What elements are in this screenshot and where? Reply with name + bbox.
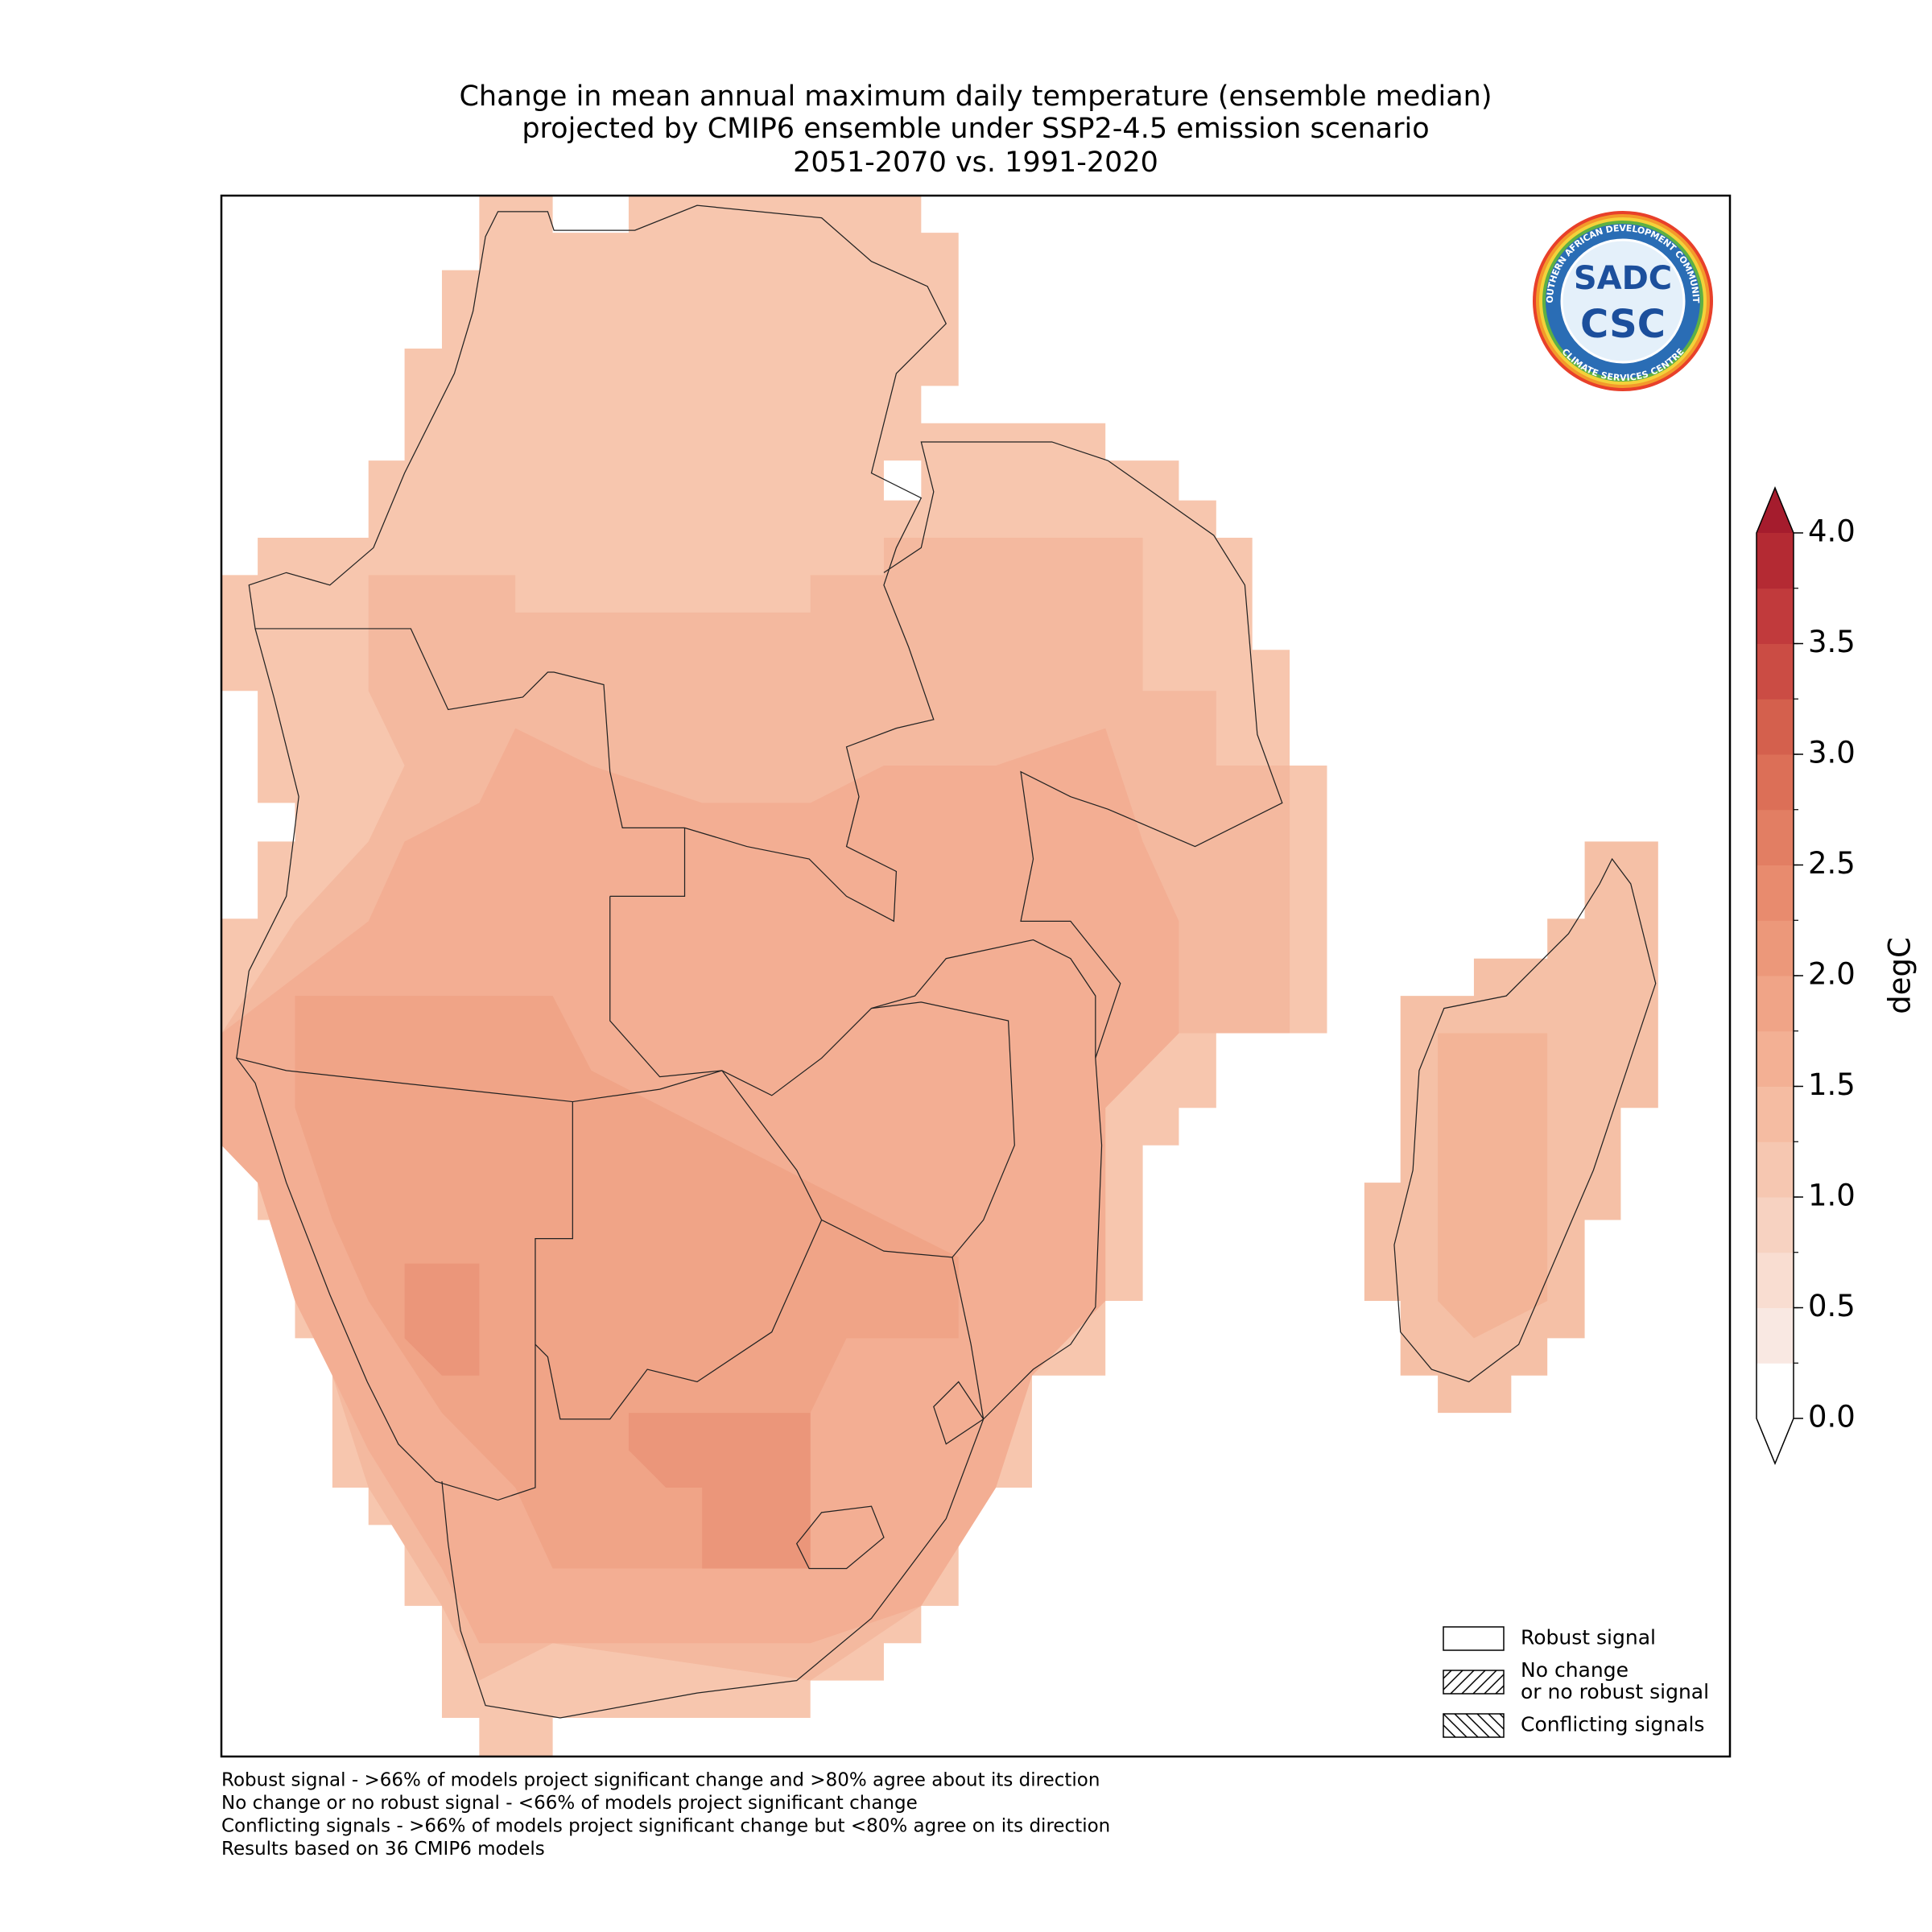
colorbar-tick-label: 0.5 — [1808, 1289, 1856, 1323]
colorbar-band — [1757, 1030, 1794, 1087]
logo-center — [1560, 238, 1686, 364]
borders — [236, 204, 1657, 1719]
colorbar-band — [1757, 976, 1794, 1032]
colorbar-extend — [1757, 1418, 1794, 1463]
footnote: Results based on 36 CMIP6 models — [221, 1839, 545, 1860]
colorbar-tick-label: 3.0 — [1808, 736, 1856, 770]
colorbar-tick-label: 0.0 — [1808, 1400, 1856, 1435]
colorbar-band — [1757, 588, 1794, 644]
colorbar-band — [1757, 1307, 1794, 1364]
colorbar-band — [1757, 1363, 1794, 1419]
legend-swatch — [1443, 1713, 1505, 1738]
colorbar-band — [1757, 920, 1794, 976]
colorbar-band — [1757, 699, 1794, 755]
colorbar-tick-label: 1.0 — [1808, 1179, 1856, 1213]
footnote: Robust signal - >66% of models project s… — [221, 1770, 1100, 1791]
chart-title: 2051-2070 vs. 1991-2020 — [793, 147, 1158, 179]
colorbar-band — [1757, 533, 1794, 589]
colorbar-tick-label: 2.5 — [1808, 846, 1856, 881]
colorbar: 0.0 0.5 1.0 1.5 2.0 2.5 3.0 3.5 4.0 degC — [1756, 486, 1918, 1465]
logo-text: CSC — [1580, 302, 1666, 347]
colorbar-band — [1757, 1086, 1794, 1142]
land-region — [404, 1263, 811, 1569]
land-region — [1438, 1033, 1548, 1339]
colorbar-band — [1757, 1197, 1794, 1253]
legend-label: or no robust signal — [1521, 1680, 1709, 1703]
legend-label: Robust signal — [1521, 1626, 1656, 1649]
logo-text: SADC — [1574, 260, 1672, 297]
chart-title: projected by CMIP6 ensemble under SSP2-4… — [522, 113, 1429, 145]
colorbar-tick-label: 2.0 — [1808, 957, 1856, 992]
footnote: Conflicting signals - >66% of models pro… — [221, 1816, 1110, 1837]
plot-frame — [220, 194, 1732, 1758]
colorbar-band — [1757, 643, 1794, 700]
legend-swatch — [1443, 1626, 1505, 1651]
colorbar-tick-label: 3.5 — [1808, 625, 1856, 659]
colorbar-label: degC — [1883, 937, 1918, 1014]
colorbar-band — [1757, 809, 1794, 865]
colorbar-tick-label: 4.0 — [1808, 514, 1856, 549]
map — [221, 195, 1658, 1757]
colorbar-tick-label: 1.5 — [1808, 1067, 1856, 1102]
legend-label: Conflicting signals — [1521, 1713, 1704, 1736]
legend-label: No change — [1521, 1658, 1629, 1682]
chart-title: Change in mean annual maximum daily temp… — [459, 80, 1492, 113]
footnote: No change or no robust signal - <66% of … — [221, 1793, 918, 1814]
colorbar-band — [1757, 1252, 1794, 1308]
legend-swatch — [1443, 1670, 1505, 1695]
colorbar-band — [1757, 1141, 1794, 1198]
title-block: Change in mean annual maximum daily temp… — [459, 80, 1492, 179]
colorbar-band — [1757, 865, 1794, 921]
map-gap — [552, 195, 922, 501]
colorbar-band — [1757, 754, 1794, 811]
colorbar-extend — [1757, 488, 1794, 533]
notes: Robust signal - >66% of models project s… — [221, 1770, 1110, 1860]
